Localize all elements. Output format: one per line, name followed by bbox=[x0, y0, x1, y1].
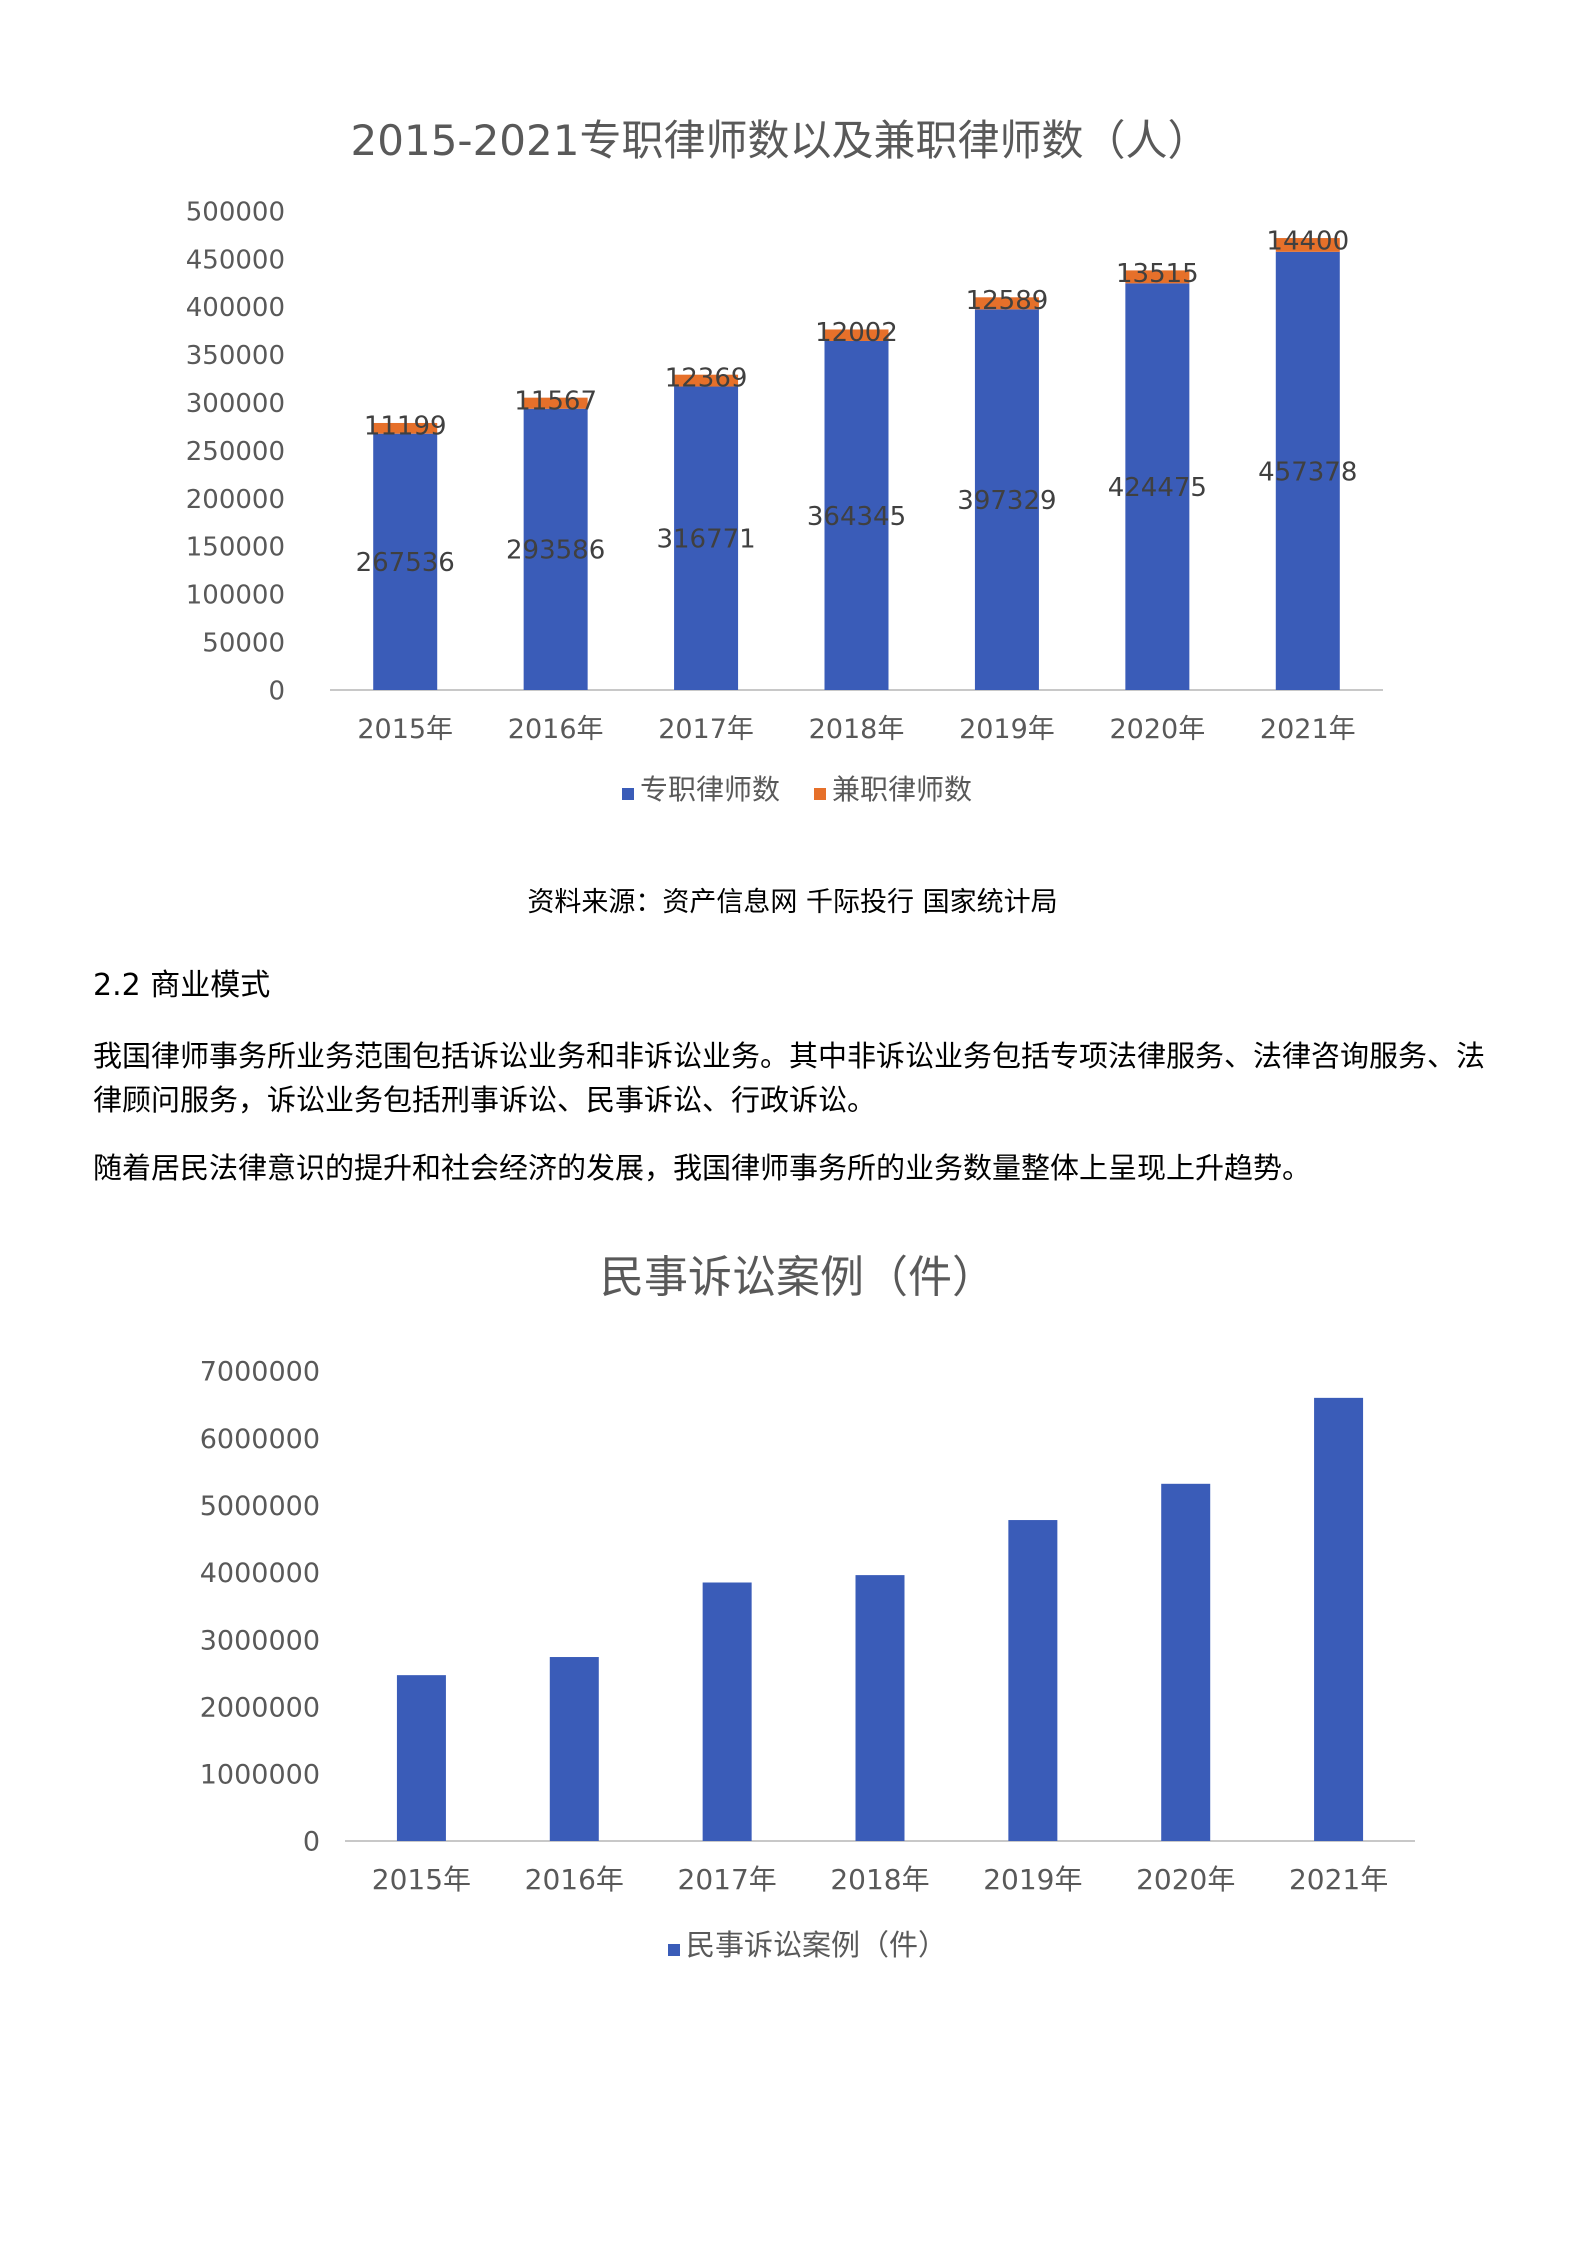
x-tick-label: 2021年 bbox=[1289, 1863, 1388, 1896]
data-label: 13515 bbox=[1116, 259, 1199, 289]
bar-full-time bbox=[1125, 283, 1190, 690]
bar-cases bbox=[396, 1675, 446, 1841]
y-tick-label: 100000 bbox=[186, 581, 285, 611]
legend-label: 民事诉讼案例（件） bbox=[686, 1928, 947, 1962]
legend-swatch bbox=[814, 788, 826, 800]
legend-swatch bbox=[622, 788, 634, 800]
y-tick-label: 4000000 bbox=[200, 1558, 320, 1589]
x-tick-label: 2018年 bbox=[830, 1863, 929, 1896]
section-heading: 2.2 商业模式 bbox=[93, 968, 271, 1003]
y-tick-label: 400000 bbox=[186, 293, 285, 323]
x-tick-label: 2017年 bbox=[678, 1863, 777, 1896]
data-label: 397329 bbox=[957, 486, 1056, 516]
y-tick-label: 5000000 bbox=[200, 1491, 320, 1522]
y-tick-label: 200000 bbox=[186, 485, 285, 515]
y-tick-label: 150000 bbox=[186, 533, 285, 563]
x-tick-label: 2019年 bbox=[959, 714, 1055, 745]
x-tick-label: 2015年 bbox=[372, 1863, 471, 1896]
chart-title: 民事诉讼案例（件） bbox=[600, 1252, 996, 1303]
y-tick-label: 0 bbox=[303, 1827, 320, 1858]
data-label: 14400 bbox=[1266, 227, 1349, 257]
x-tick-label: 2020年 bbox=[1109, 714, 1205, 745]
bar-cases bbox=[549, 1657, 599, 1841]
bar-full-time bbox=[523, 408, 588, 690]
data-label: 11199 bbox=[364, 412, 447, 442]
bar-part-time bbox=[523, 397, 588, 409]
x-tick-label: 2018年 bbox=[809, 714, 905, 745]
data-label: 293586 bbox=[506, 536, 605, 566]
x-tick-label: 2019年 bbox=[983, 1863, 1082, 1896]
data-label: 457378 bbox=[1258, 457, 1357, 487]
x-tick-label: 2017年 bbox=[658, 714, 754, 745]
data-label: 424475 bbox=[1108, 473, 1207, 503]
bar-cases bbox=[1008, 1520, 1058, 1841]
bar-cases bbox=[702, 1582, 752, 1841]
x-tick-label: 2021年 bbox=[1260, 714, 1356, 745]
bar-cases bbox=[855, 1575, 905, 1841]
bar-cases bbox=[1314, 1397, 1364, 1841]
bar-full-time bbox=[824, 340, 889, 690]
legend-label: 专职律师数 bbox=[640, 773, 780, 806]
x-tick-label: 2016年 bbox=[525, 1863, 624, 1896]
y-tick-label: 450000 bbox=[186, 245, 285, 275]
data-label: 11567 bbox=[514, 386, 597, 416]
lawyers-chart-svg: 2015-2021专职律师数以及兼职律师数（人） 0 50000 100000 150… bbox=[186, 116, 1383, 806]
bar-full-time bbox=[674, 386, 739, 690]
data-label: 12369 bbox=[665, 363, 748, 393]
bar-full-time bbox=[1275, 251, 1340, 690]
y-tick-label: 1000000 bbox=[200, 1760, 320, 1791]
x-tick-label: 2016年 bbox=[508, 714, 604, 745]
civil-cases-chart-svg: 民事诉讼案例（件） 0 1000000 2000000 3000000 4000000 5… bbox=[200, 1252, 1415, 1962]
paragraph-trend: 随着居民法律意识的提升和社会经济的发展，我国律师事务所的业务数量整体上呈现上升趋… bbox=[93, 1151, 1312, 1185]
x-tick-label: 2020年 bbox=[1136, 1863, 1235, 1896]
chart-title: 2015-2021专职律师数以及兼职律师数（人） bbox=[351, 116, 1210, 165]
bar-full-time bbox=[373, 433, 438, 690]
y-tick-label: 7000000 bbox=[200, 1357, 320, 1388]
y-tick-label: 250000 bbox=[186, 437, 285, 467]
y-tick-label: 6000000 bbox=[200, 1424, 320, 1455]
bar-full-time bbox=[974, 309, 1039, 690]
bar-part-time bbox=[674, 374, 739, 387]
bar-cases bbox=[1161, 1483, 1211, 1841]
y-tick-label: 300000 bbox=[186, 389, 285, 419]
source-caption: 资料来源：资产信息网 千际投行 国家统计局 bbox=[527, 887, 1058, 918]
bar-part-time bbox=[824, 329, 889, 341]
bar-part-time bbox=[373, 422, 438, 434]
bar-part-time bbox=[1275, 238, 1340, 252]
y-tick-label: 3000000 bbox=[200, 1625, 320, 1656]
data-label: 316771 bbox=[656, 525, 755, 555]
y-tick-label: 0 bbox=[268, 676, 285, 706]
data-label: 12002 bbox=[815, 318, 898, 348]
bar-part-time bbox=[1125, 270, 1190, 284]
y-tick-label: 350000 bbox=[186, 341, 285, 371]
data-label: 364345 bbox=[807, 502, 906, 532]
paragraph-business-scope: 我国律师事务所业务范围包括诉讼业务和非诉讼业务。其中非诉讼业务包括专项法律服务、… bbox=[93, 1039, 1486, 1117]
x-tick-label: 2015年 bbox=[357, 714, 453, 745]
data-label: 12589 bbox=[966, 286, 1049, 316]
y-tick-label: 500000 bbox=[186, 197, 285, 227]
y-tick-label: 50000 bbox=[202, 628, 285, 658]
y-tick-label: 2000000 bbox=[200, 1692, 320, 1723]
data-label: 267536 bbox=[356, 548, 455, 578]
legend-swatch bbox=[668, 1944, 680, 1956]
legend-label: 兼职律师数 bbox=[832, 773, 972, 806]
bar-part-time bbox=[974, 297, 1039, 310]
